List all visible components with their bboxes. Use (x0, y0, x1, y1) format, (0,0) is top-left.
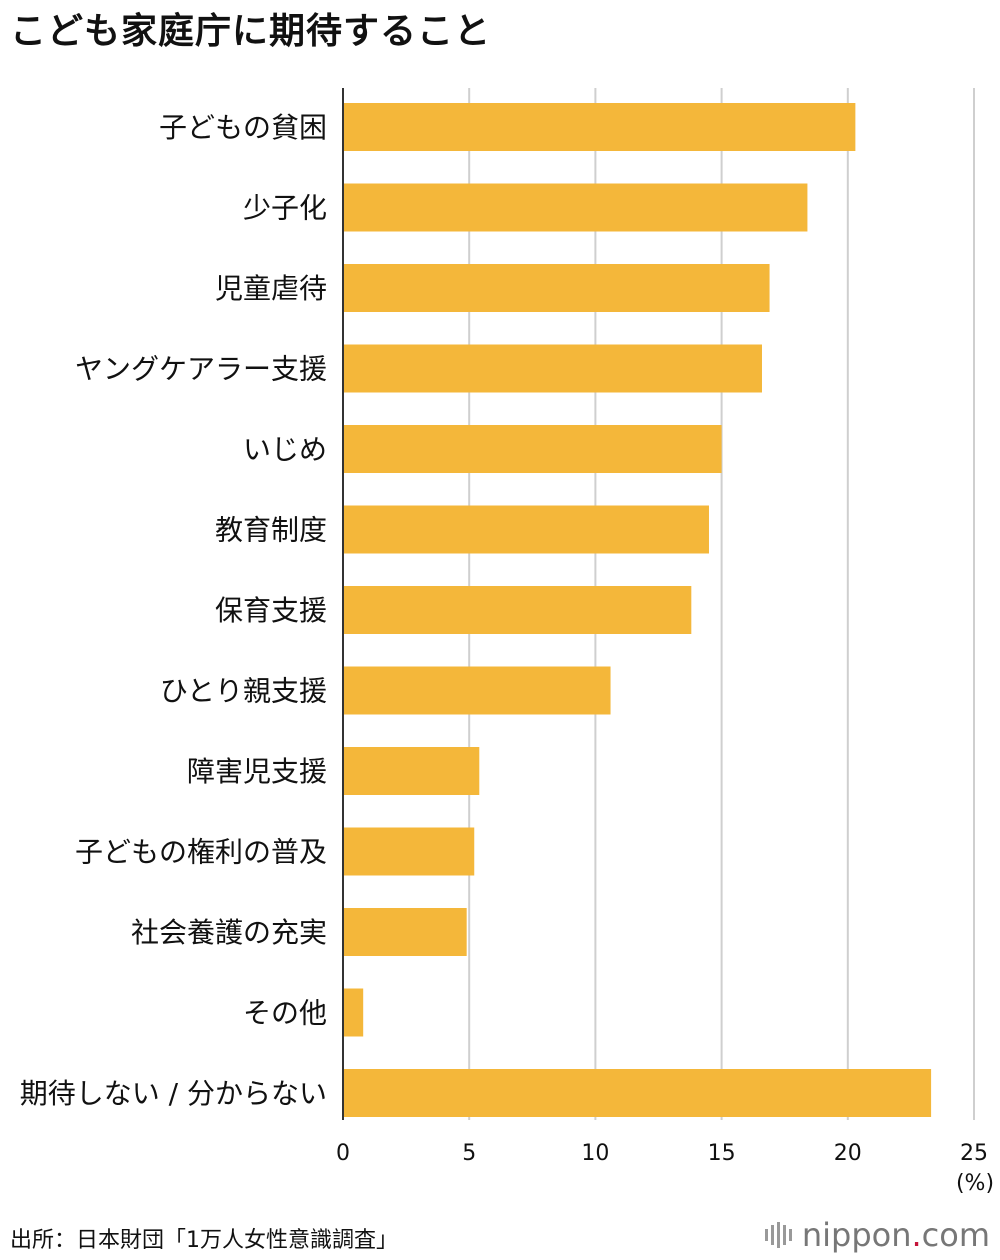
category-label: 障害児支援 (187, 755, 327, 788)
bar (343, 264, 770, 312)
bar (343, 505, 709, 554)
logo-bars-icon (764, 1222, 792, 1248)
source-note: 出所：日本財団「1万人女性意識調査」 (10, 1228, 398, 1253)
category-label: その他 (243, 997, 327, 1030)
x-axis-ticks: 0 5 10 15 20 25 (336, 1141, 988, 1166)
bar (343, 908, 467, 956)
category-label: いじめ (243, 433, 327, 466)
category-labels: 子どもの貧困少子化児童虐待ヤングケアラー支援いじめ教育制度保育支援ひとり親支援障… (20, 111, 327, 1110)
x-tick-label: 25 (960, 1141, 988, 1166)
category-label: 子どもの貧困 (159, 111, 327, 144)
bar (343, 103, 856, 151)
category-label: 子どもの権利の普及 (75, 836, 327, 869)
bar (343, 425, 722, 473)
bar-chart: 子どもの貧困少子化児童虐待ヤングケアラー支援いじめ教育制度保育支援ひとり親支援障… (20, 88, 994, 1196)
bar (343, 747, 480, 795)
bar (343, 666, 611, 715)
bars (343, 103, 932, 1117)
logo-dot: . (911, 1216, 922, 1254)
nippon-logo: nippon. com (764, 1216, 990, 1254)
category-label: 社会養護の充実 (131, 916, 327, 949)
bar (343, 827, 475, 876)
category-label: ヤングケアラー支援 (75, 353, 327, 386)
category-label: 期待しない / 分からない (20, 1077, 327, 1110)
logo-suffix: com (921, 1216, 990, 1254)
category-label: 少子化 (243, 192, 327, 225)
bar (343, 1069, 932, 1117)
x-tick-label: 0 (336, 1141, 350, 1166)
x-tick-label: 15 (708, 1141, 736, 1166)
bar (343, 344, 762, 393)
logo-name: nippon (801, 1216, 912, 1254)
chart-title: こども家庭庁に期待すること (10, 11, 492, 52)
category-label: 教育制度 (215, 514, 327, 547)
x-tick-label: 10 (581, 1141, 609, 1166)
bar (343, 183, 808, 232)
x-tick-label: 5 (462, 1141, 476, 1166)
x-tick-label: 20 (834, 1141, 862, 1166)
bar (343, 586, 692, 634)
category-label: 児童虐待 (215, 272, 327, 305)
category-label: ひとり親支援 (160, 675, 327, 708)
category-label: 保育支援 (215, 594, 327, 627)
bar (343, 988, 364, 1037)
x-axis-unit: (%) (956, 1171, 994, 1196)
